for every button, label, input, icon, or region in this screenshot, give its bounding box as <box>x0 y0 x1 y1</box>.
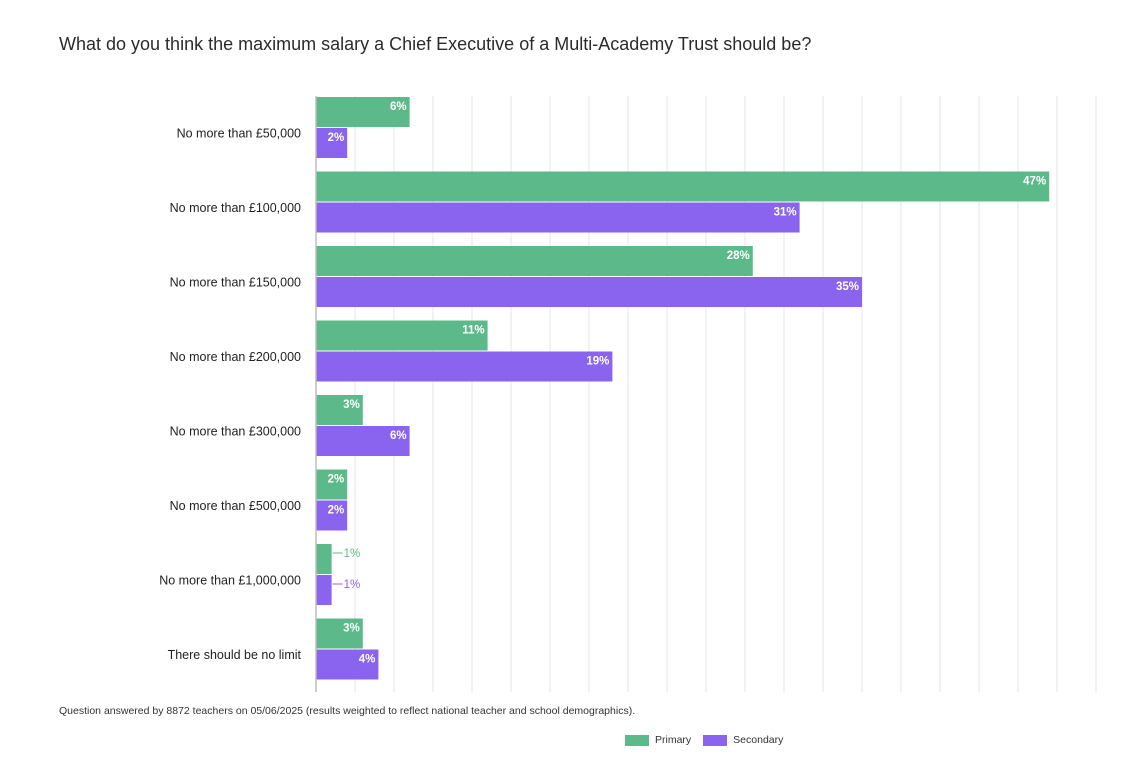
value-label-primary: 6% <box>390 101 407 113</box>
footnote: Question answered by 8872 teachers on 05… <box>59 705 636 717</box>
value-label-primary: 3% <box>343 399 360 411</box>
category-label: No more than £100,000 <box>170 201 301 215</box>
value-label-primary: 28% <box>727 250 750 262</box>
category-label: No more than £200,000 <box>170 350 301 364</box>
value-label-secondary: 6% <box>390 430 407 442</box>
bar-secondary <box>316 649 379 680</box>
bar-secondary <box>316 426 410 456</box>
value-label-secondary: 19% <box>586 356 609 368</box>
category-label: No more than £300,000 <box>170 424 301 438</box>
category-label: No more than £1,000,000 <box>159 573 301 587</box>
bar-primary <box>316 395 363 425</box>
bar-primary <box>316 246 753 276</box>
category-label: There should be no limit <box>168 648 302 662</box>
value-label-secondary: 35% <box>836 281 859 293</box>
legend-label-primary: Primary <box>655 734 692 746</box>
bar-primary <box>316 171 1050 202</box>
value-label-primary: 1% <box>344 548 361 560</box>
bar-secondary <box>316 500 348 531</box>
bar-secondary <box>316 202 800 233</box>
value-label-secondary: 2% <box>328 505 345 517</box>
bar-primary <box>316 320 488 351</box>
value-label-primary: 47% <box>1023 176 1046 188</box>
legend-swatch-secondary <box>703 734 728 746</box>
value-label-primary: 11% <box>462 325 484 337</box>
bar-secondary <box>316 575 332 605</box>
bar-secondary <box>316 277 862 307</box>
legend: Primary Secondary <box>625 734 783 746</box>
bar-primary <box>316 544 332 574</box>
value-label-primary: 2% <box>328 474 345 486</box>
chart-title: What do you think the maximum salary a C… <box>59 34 812 54</box>
bar-primary <box>316 618 363 649</box>
value-label-secondary: 4% <box>359 654 376 666</box>
legend-label-secondary: Secondary <box>733 734 784 746</box>
legend-swatch-primary <box>625 734 649 746</box>
value-label-secondary: 2% <box>328 132 345 144</box>
legend-item-primary[interactable]: Primary <box>625 734 691 746</box>
legend-item-secondary[interactable]: Secondary <box>703 734 783 746</box>
category-label: No more than £50,000 <box>177 126 301 140</box>
value-label-secondary: 1% <box>344 579 361 591</box>
value-label-primary: 3% <box>343 623 360 635</box>
bar-primary <box>316 97 410 127</box>
value-label-secondary: 31% <box>774 207 797 219</box>
bar-primary <box>316 469 348 500</box>
category-label: No more than £150,000 <box>170 275 301 289</box>
category-label: No more than £500,000 <box>170 499 301 513</box>
bar-secondary <box>316 128 348 158</box>
bar-secondary <box>316 351 613 382</box>
